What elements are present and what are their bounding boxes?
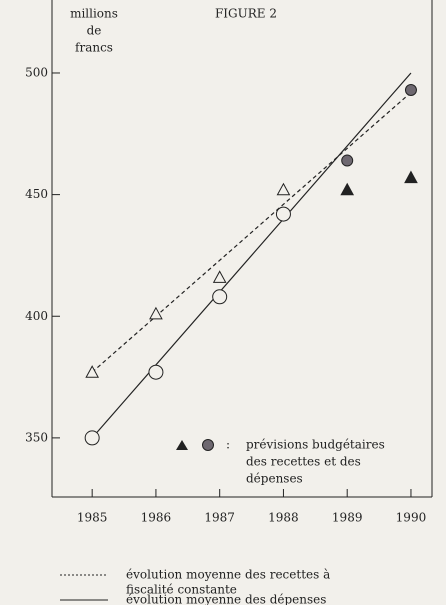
- y-tick-label: 500: [25, 65, 48, 79]
- trend-line: [91, 91, 412, 373]
- annotation: dépenses: [246, 472, 303, 486]
- trend-line: [91, 72, 412, 439]
- x-tick-label: 1988: [268, 511, 299, 525]
- legend-label: évolution moyenne des recettes à: [126, 568, 330, 582]
- annotation: prévisions budgétaires: [246, 438, 385, 452]
- annotation-icon: [176, 440, 188, 450]
- point: [148, 364, 164, 380]
- point: [149, 306, 163, 320]
- point: [212, 289, 228, 305]
- y-tick-label: 450: [25, 187, 48, 201]
- legend-label: fiscalité constante: [126, 583, 237, 597]
- x-tick-label: 1989: [332, 511, 363, 525]
- annotation: des recettes et des: [246, 455, 361, 469]
- point: [404, 84, 417, 97]
- point: [404, 170, 418, 184]
- point: [85, 365, 100, 378]
- annotation-separator: :: [226, 438, 230, 452]
- legend-label: évolution moyenne des dépenses: [126, 593, 326, 605]
- x-tick-label: 1990: [396, 511, 427, 525]
- point: [341, 154, 354, 167]
- y-label: millions: [70, 7, 118, 21]
- x-tick-label: 1987: [204, 511, 235, 525]
- y-label: francs: [75, 41, 113, 55]
- point: [212, 270, 227, 283]
- x-tick-label: 1986: [141, 511, 172, 525]
- point: [340, 182, 355, 196]
- y-tick-label: 350: [25, 430, 48, 444]
- annotation-icon: [202, 439, 214, 451]
- point: [276, 182, 291, 196]
- point: [275, 206, 291, 222]
- y-label: de: [87, 24, 102, 38]
- chart-title: FIGURE 2: [215, 7, 277, 21]
- y-tick-label: 400: [25, 309, 48, 323]
- x-tick-label: 1985: [77, 511, 108, 525]
- point: [84, 430, 100, 446]
